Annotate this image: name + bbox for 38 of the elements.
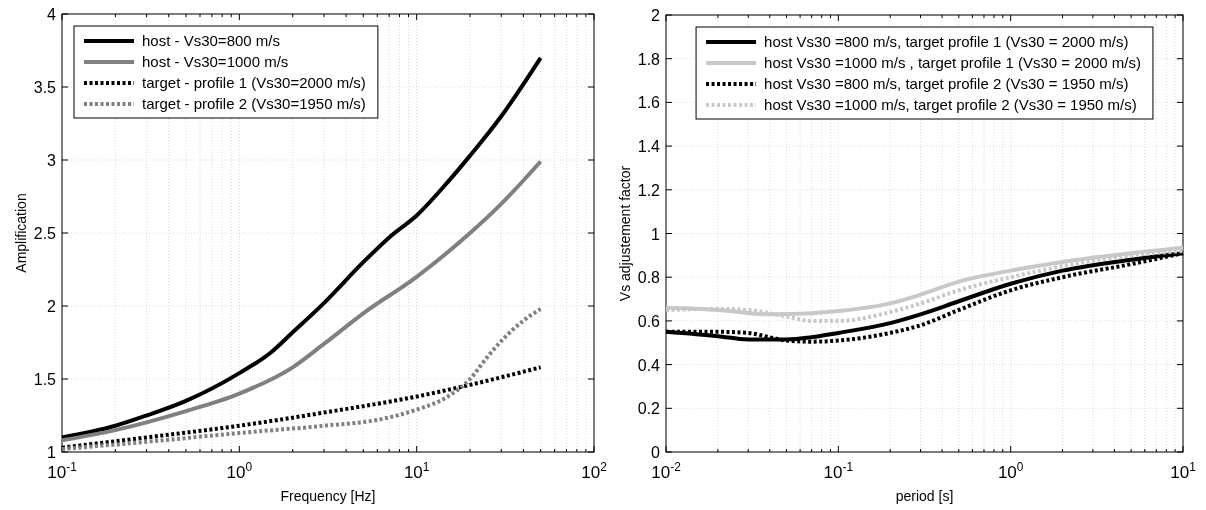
x-tick-label: 10$^{-1}$ <box>47 460 78 482</box>
x-axis-title: Frequency [Hz] <box>280 488 376 504</box>
y-tick-label: 0.6 <box>637 312 661 330</box>
y-tick-label: 1 <box>651 225 661 243</box>
y-tick-label: 1.6 <box>637 94 661 112</box>
y-tick-label: 3.5 <box>33 79 57 96</box>
y-tick-label: 2.5 <box>33 225 57 242</box>
y-axis-title: Amplification <box>13 193 29 273</box>
x-tick-label: 10$^{0}$ <box>997 460 1024 482</box>
x-tick-label: 10$^{0}$ <box>226 460 253 482</box>
y-tick-label: 1.8 <box>637 50 661 68</box>
y-axis-title: Vs adjustement factor <box>617 165 633 302</box>
y-tick-label: 1.4 <box>637 138 661 156</box>
legend-label: target - profile 1 (Vs30=2000 m/s) <box>142 74 366 91</box>
y-tick-label: 3 <box>47 152 57 169</box>
y-tick-label: 0.8 <box>637 269 661 287</box>
legend-label: target - profile 2 (Vs30=1950 m/s) <box>142 95 366 112</box>
x-tick-label: 10$^{-1}$ <box>823 460 854 482</box>
x-tick-label: 10$^{-2}$ <box>651 460 682 482</box>
y-tick-label: 1.5 <box>33 371 57 388</box>
y-tick-label: 0.4 <box>637 356 661 374</box>
legend-label: host Vs30 =800 m/s, target profile 2 (Vs30 = 1950 m/s) <box>764 75 1129 92</box>
y-tick-label: 1 <box>47 444 57 461</box>
x-tick-label: 10$^{1}$ <box>1170 460 1197 482</box>
legend-label: host - Vs30=800 m/s <box>142 32 280 49</box>
y-tick-label: 4 <box>47 6 57 23</box>
legend-label: host Vs30 =1000 m/s , target profile 1 (Vs30 = 2000 m/s) <box>764 54 1141 71</box>
y-tick-label: 0 <box>651 444 661 461</box>
y-tick-label: 2 <box>47 298 57 315</box>
x-tick-label: 10$^{2}$ <box>581 460 608 482</box>
y-tick-label: 1.2 <box>637 181 661 199</box>
y-tick-label: 2 <box>651 7 661 24</box>
x-axis-title: period [s] <box>895 488 954 504</box>
y-tick-label: 0.2 <box>637 400 661 418</box>
legend-label: host Vs30 =800 m/s, target profile 1 (Vs30 = 2000 m/s) <box>764 33 1129 50</box>
x-tick-label: 10$^{1}$ <box>403 460 430 482</box>
legend-label: host - Vs30=1000 m/s <box>142 53 289 70</box>
legend-label: host Vs30 =1000 m/s, target profile 2 (Vs30 = 1950 m/s) <box>764 96 1137 113</box>
